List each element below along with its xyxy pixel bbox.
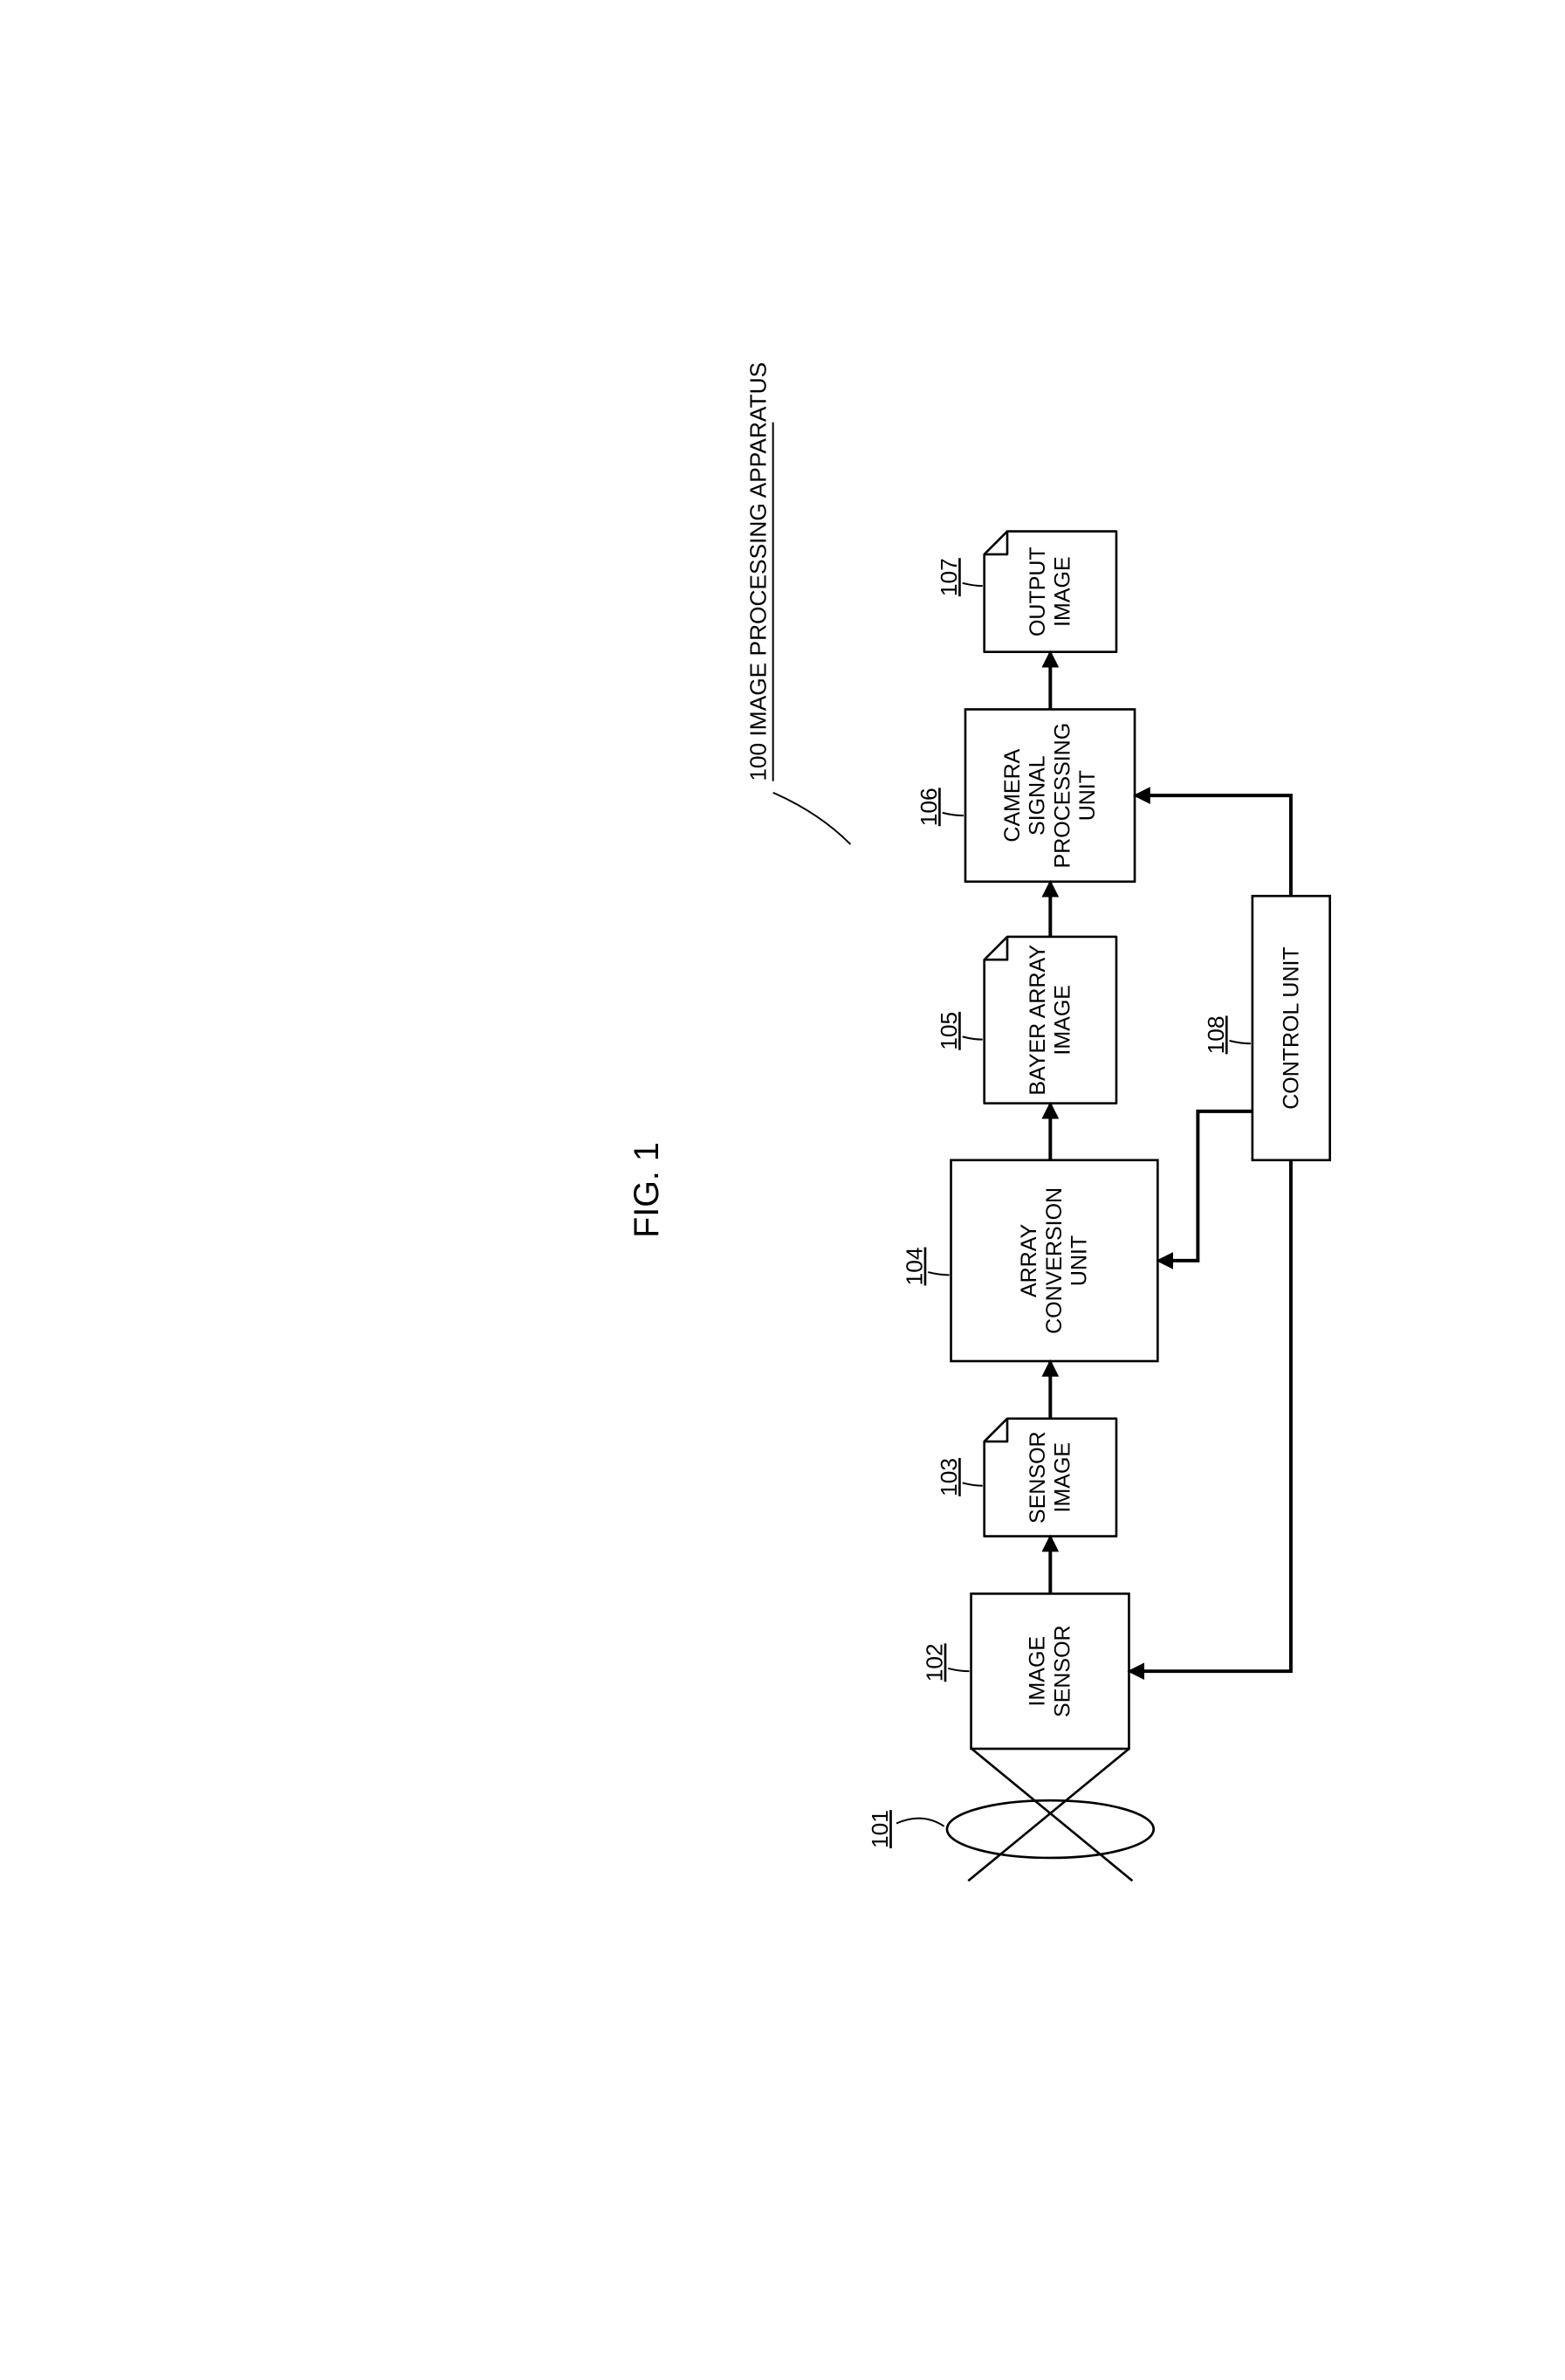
lens-ray [968, 1749, 1129, 1881]
ref-num: 106 [916, 788, 942, 826]
ref-leader [963, 583, 983, 586]
ref-num: 101 [867, 1810, 893, 1848]
label-sensor_image-line: IMAGE [1051, 1442, 1075, 1513]
label-output_image-line: OUTPUT [1026, 547, 1050, 636]
label-bayer_array-line: IMAGE [1051, 985, 1075, 1056]
label-control_unit-line: CONTROL UNIT [1279, 946, 1303, 1109]
label-array_conversion-line: UNIT [1067, 1235, 1092, 1286]
label-array_conversion-line: CONVERSION [1042, 1187, 1067, 1334]
label-output_image-line: IMAGE [1051, 556, 1075, 627]
label-bayer_array-line: BAYER ARRAY [1026, 945, 1050, 1096]
label-array_conversion-line: ARRAY [1017, 1223, 1041, 1297]
ref-num: 105 [936, 1012, 962, 1050]
lens-icon [947, 1800, 1154, 1858]
lens-ray [971, 1749, 1132, 1881]
ref-leader [948, 1668, 969, 1671]
diagram-canvas: IMAGESENSORSENSORIMAGEARRAYCONVERSIONUNI… [0, 0, 1565, 2380]
title-leader [773, 793, 851, 844]
ref-leader [963, 1036, 983, 1039]
label-camera_signal-line: SIGNAL [1026, 755, 1050, 836]
ref-leader [943, 813, 964, 815]
label-camera_signal-line: PROCESSING [1050, 723, 1074, 869]
ref-num: 108 [1203, 1015, 1229, 1054]
ref-num: 104 [902, 1248, 928, 1286]
label-camera_signal-line: UNIT [1075, 770, 1100, 821]
ref-num: 107 [936, 558, 962, 596]
arrow-control_unit-to-camera_signal [1135, 795, 1291, 896]
label-image_sensor-line: SENSOR [1050, 1625, 1074, 1717]
ref-num: 102 [922, 1643, 948, 1682]
ref-num: 103 [936, 1458, 962, 1496]
ref-leader [896, 1819, 944, 1826]
label-sensor_image-line: SENSOR [1026, 1431, 1050, 1524]
label-image_sensor-line: IMAGE [1026, 1636, 1050, 1707]
ref-leader [1230, 1041, 1251, 1043]
ref-leader [928, 1272, 949, 1275]
arrow-control_unit-to-array_conversion [1157, 1111, 1253, 1261]
label-camera_signal-line: CAMERA [1000, 748, 1025, 842]
figure-label: FIG. 1 [628, 1142, 666, 1238]
ref-leader [963, 1482, 983, 1485]
apparatus-title: 100 IMAGE PROCESSING APPARATUS [745, 362, 772, 781]
